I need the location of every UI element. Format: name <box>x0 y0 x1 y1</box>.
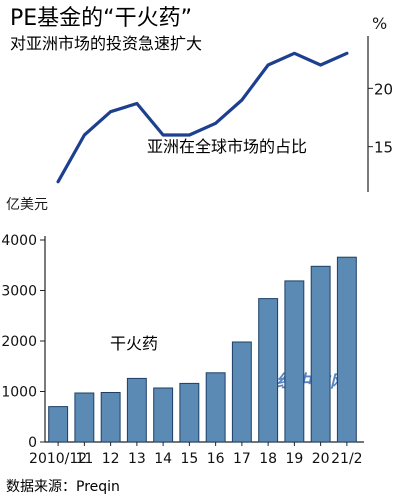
x-tick-label: 14 <box>154 451 172 467</box>
line-y-tick-label: 20 <box>374 80 393 98</box>
bar-y-tick-label: 0 <box>28 435 37 451</box>
bar-y-tick-label: 4000 <box>1 233 37 249</box>
x-tick-label: 13 <box>128 451 146 467</box>
x-tick-label: 2010/12 <box>29 451 87 467</box>
source-note: 数据来源：Preqin <box>6 479 120 495</box>
bar-series-label: 干火药 <box>110 334 159 353</box>
line-series <box>56 51 349 184</box>
bar <box>100 392 121 443</box>
bar <box>74 392 95 443</box>
chart-subtitle: 对亚洲市场的投资急速扩大 <box>10 34 203 53</box>
chart-title: PE基金的“干火药” <box>10 6 192 31</box>
bar <box>126 377 147 443</box>
bar <box>336 256 357 443</box>
bar <box>153 387 174 443</box>
bar <box>258 298 279 443</box>
bar-y-tick-label: 2000 <box>1 334 37 350</box>
bar-y-tick-label: 3000 <box>1 284 37 300</box>
x-tick-label: 16 <box>207 451 225 467</box>
bar <box>48 406 69 443</box>
bar-y-tick-label: 1000 <box>1 385 37 401</box>
x-tick-label: 11 <box>75 451 93 467</box>
bar <box>284 280 305 443</box>
bar <box>310 265 331 443</box>
x-tick-label: 15 <box>180 451 198 467</box>
x-tick-label: 19 <box>285 451 303 467</box>
x-tick-label: 12 <box>102 451 120 467</box>
bar <box>205 372 226 443</box>
bar <box>231 341 252 443</box>
x-tick-label: 21/2 <box>331 451 362 467</box>
line-series-label: 亚洲在全球市场的占比 <box>147 137 308 156</box>
line-y-tick-label: 15 <box>374 139 393 157</box>
x-tick-label: 18 <box>259 451 277 467</box>
title-block: PE基金的“干火药” 对亚洲市场的投资急速扩大 <box>10 5 202 55</box>
line-y-unit: % <box>372 14 388 33</box>
x-tick-label: 20 <box>312 451 330 467</box>
bar <box>179 382 200 443</box>
x-tick-label: 17 <box>233 451 251 467</box>
bar-y-unit: 亿美元 <box>6 197 48 213</box>
